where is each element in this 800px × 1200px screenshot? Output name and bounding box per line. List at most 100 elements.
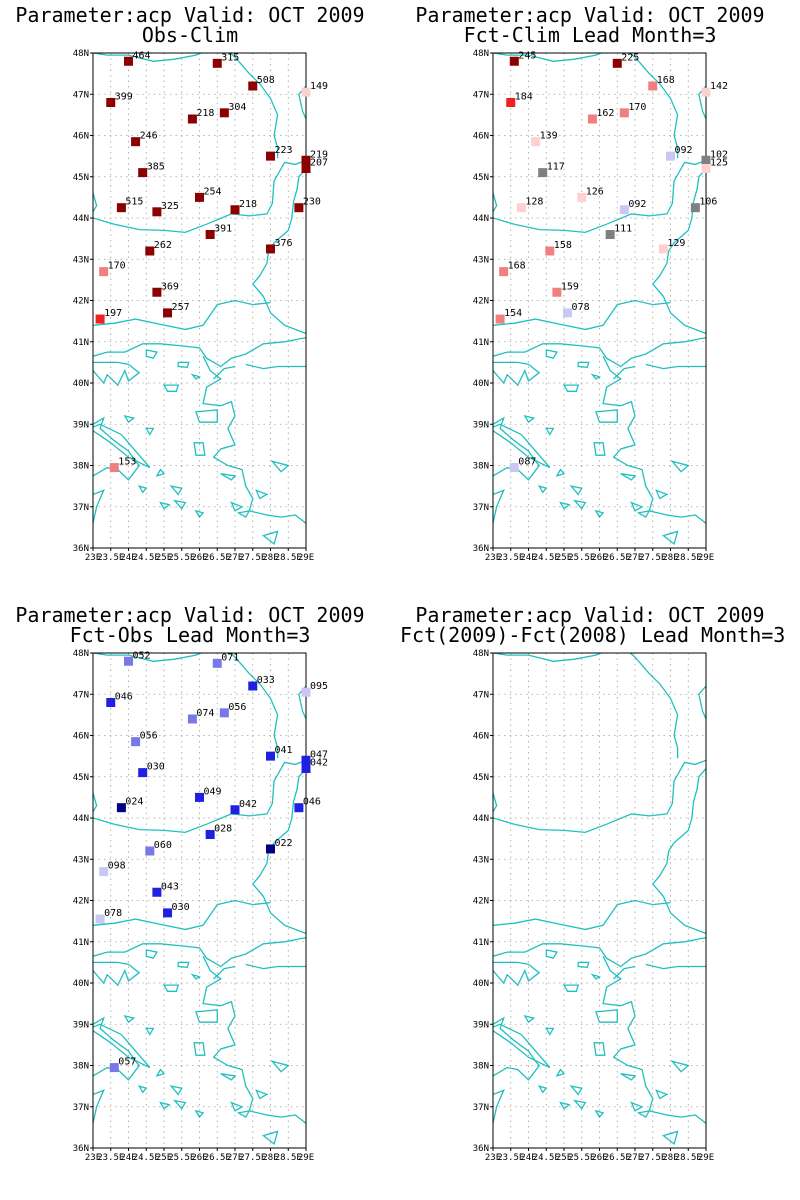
- station-marker: [294, 803, 304, 813]
- lat-tick-label: 47N: [73, 690, 89, 700]
- station-value-label: 257: [172, 302, 190, 313]
- coastline: [245, 963, 306, 970]
- island: [220, 473, 237, 481]
- lat-tick-label: 46N: [73, 732, 89, 742]
- station-value-label: 046: [303, 797, 321, 808]
- island: [155, 1068, 166, 1077]
- station-marker: [509, 56, 519, 66]
- lon-tick-label: 26E: [591, 553, 607, 563]
- island: [620, 473, 637, 481]
- coastline: [202, 355, 306, 524]
- lat-tick-label: 36N: [473, 1144, 489, 1154]
- station-value-label: 092: [675, 145, 693, 156]
- panel-title-line2: Obs-Clim: [141, 23, 239, 47]
- station-marker: [109, 463, 119, 473]
- island: [261, 1130, 279, 1146]
- station-marker: [195, 792, 204, 802]
- station-value-label: 056: [228, 702, 246, 713]
- station-value-label: 092: [628, 199, 646, 210]
- island: [270, 460, 290, 473]
- lon-tick-label: 25.5E: [568, 1153, 595, 1163]
- panel-title-line2: Fct-Obs Lead Month=3: [69, 623, 311, 647]
- coastline: [493, 1089, 505, 1124]
- station-value-label: 304: [228, 102, 246, 113]
- lat-tick-label: 36N: [73, 1144, 89, 1154]
- station-value-label: 111: [614, 224, 632, 235]
- station-marker: [495, 314, 505, 324]
- station-value-label: 170: [108, 261, 126, 272]
- station-marker: [187, 114, 197, 124]
- station-marker: [163, 908, 173, 918]
- station-marker: [152, 287, 162, 297]
- coastlines: [93, 53, 306, 546]
- coastline: [493, 423, 551, 469]
- lat-tick-label: 43N: [73, 855, 89, 865]
- coastline: [93, 759, 306, 834]
- station-marker: [538, 168, 548, 178]
- lat-tick-label: 37N: [473, 503, 489, 513]
- station-marker: [690, 203, 700, 213]
- station-value-label: 102: [710, 149, 728, 160]
- coastline: [93, 159, 306, 234]
- station-value-label: 139: [540, 131, 558, 142]
- panel-title-line1: Parameter:acp Valid: OCT 2009: [415, 3, 765, 27]
- lat-tick-label: 42N: [473, 897, 489, 907]
- lon-tick-label: 24E: [520, 553, 536, 563]
- gridlines: [493, 53, 706, 548]
- station-marker: [506, 98, 516, 107]
- coastlines: [93, 653, 306, 1146]
- lat-tick-label: 40N: [473, 979, 489, 989]
- island: [523, 415, 536, 424]
- coastline: [645, 963, 706, 970]
- station-marker: [266, 751, 275, 761]
- lon-tick-label: 27E: [227, 1153, 243, 1163]
- lat-tick-label: 38N: [73, 1062, 89, 1072]
- island: [636, 510, 651, 518]
- coastline: [93, 936, 306, 968]
- coastline: [93, 53, 203, 62]
- coastline: [251, 168, 306, 335]
- coastline: [651, 168, 706, 335]
- lon-tick-label: 25.5E: [568, 553, 595, 563]
- lat-tick-label: 47N: [473, 690, 489, 700]
- coastline: [493, 793, 498, 814]
- station-marker: [301, 755, 311, 765]
- island: [545, 1027, 555, 1036]
- station-value-label: 508: [257, 75, 275, 86]
- station-value-label: 052: [133, 650, 151, 661]
- station-marker: [230, 205, 240, 215]
- coastline: [93, 489, 105, 524]
- lat-tick-label: 45N: [473, 773, 489, 783]
- lat-tick-label: 39N: [473, 1020, 489, 1030]
- island: [162, 384, 180, 392]
- station-value-label: 028: [214, 824, 232, 835]
- island: [593, 1042, 606, 1056]
- lat-tick-label: 40N: [73, 379, 89, 389]
- coastline: [93, 1016, 141, 1081]
- island: [545, 427, 555, 436]
- map-fct-diff: 36N 37N 38N 39N 40N 41N 42N 43N 44N 45N 46N 47N 48N 2…: [473, 649, 714, 1163]
- island: [555, 468, 566, 477]
- lon-tick-label: 23E: [85, 1153, 101, 1163]
- lon-tick-label: 27E: [227, 553, 243, 563]
- panel-obs-clim: Parameter:acp Valid: OCT 2009 Obs-Clim 3…: [0, 0, 400, 580]
- lat-tick-label: 42N: [73, 297, 89, 307]
- station-marker: [219, 708, 229, 718]
- lon-tick-label: 25E: [156, 1153, 172, 1163]
- island: [620, 1073, 637, 1081]
- island: [194, 1109, 205, 1119]
- island: [562, 984, 580, 992]
- island: [636, 1110, 651, 1118]
- island: [172, 1099, 187, 1110]
- island: [595, 1009, 618, 1023]
- lat-tick-label: 38N: [473, 1062, 489, 1072]
- panel-title-line1: Parameter:acp Valid: OCT 2009: [415, 603, 765, 627]
- coastline: [504, 565, 600, 582]
- station-value-label: 128: [525, 197, 543, 208]
- station-marker: [563, 308, 573, 318]
- island: [236, 510, 251, 518]
- station-value-label: 153: [118, 457, 136, 468]
- station-value-label: 142: [710, 81, 728, 92]
- station-marker: [499, 267, 509, 277]
